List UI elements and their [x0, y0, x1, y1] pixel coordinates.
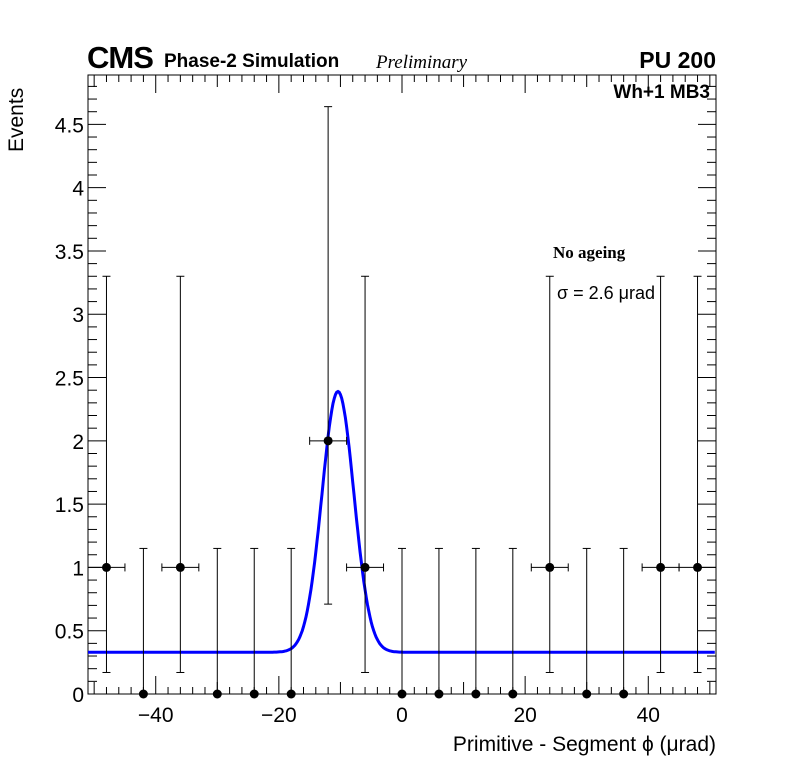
- y-tick-label: 4.5: [55, 114, 84, 137]
- y-tick-label: 2: [72, 431, 84, 454]
- x-axis-label: Primitive - Segment ϕ (μrad): [452, 733, 716, 756]
- x-tick-label: −40: [138, 704, 174, 727]
- data-point: [138, 689, 148, 699]
- data-point: [471, 689, 481, 699]
- data-point: [397, 689, 407, 699]
- sigma-annotation: σ = 2.6 μrad: [557, 283, 656, 303]
- data-point: [101, 562, 111, 572]
- y-tick-label: 2.5: [55, 368, 84, 391]
- data-point: [249, 689, 259, 699]
- y-tick-label: 4: [72, 178, 84, 201]
- data-point: [175, 562, 185, 572]
- y-tick-label: 0.5: [55, 621, 84, 644]
- data-point: [656, 562, 666, 572]
- pileup-label: PU 200: [639, 47, 716, 73]
- simulation-label: Phase-2 Simulation: [164, 51, 340, 72]
- x-tick-label: −20: [261, 704, 297, 727]
- y-tick-label: 1: [72, 557, 84, 580]
- data-point: [286, 689, 296, 699]
- data-point: [619, 689, 629, 699]
- data-point: [212, 689, 222, 699]
- data-point: [508, 689, 518, 699]
- preliminary-label: Preliminary: [376, 52, 468, 73]
- fit-curve: [88, 389, 715, 654]
- x-tick-label: 40: [637, 704, 660, 727]
- cms-label: CMS: [87, 40, 154, 75]
- y-tick-label: 1.5: [55, 494, 84, 517]
- x-tick-label: 20: [513, 704, 536, 727]
- data-point: [582, 689, 592, 699]
- y-tick-label: 0: [72, 684, 84, 707]
- chart-title: Wh+1 MB3: [613, 82, 710, 103]
- data-point: [545, 562, 555, 572]
- x-tick-label: 0: [396, 704, 408, 727]
- data-point: [434, 689, 444, 699]
- y-axis-label: Events: [5, 87, 28, 152]
- y-tick-label: 3.5: [55, 241, 84, 264]
- data-point: [323, 436, 333, 446]
- data-point: [360, 562, 370, 572]
- data-point: [693, 562, 703, 572]
- ageing-annotation: No ageing: [553, 243, 626, 262]
- y-tick-label: 3: [72, 304, 84, 327]
